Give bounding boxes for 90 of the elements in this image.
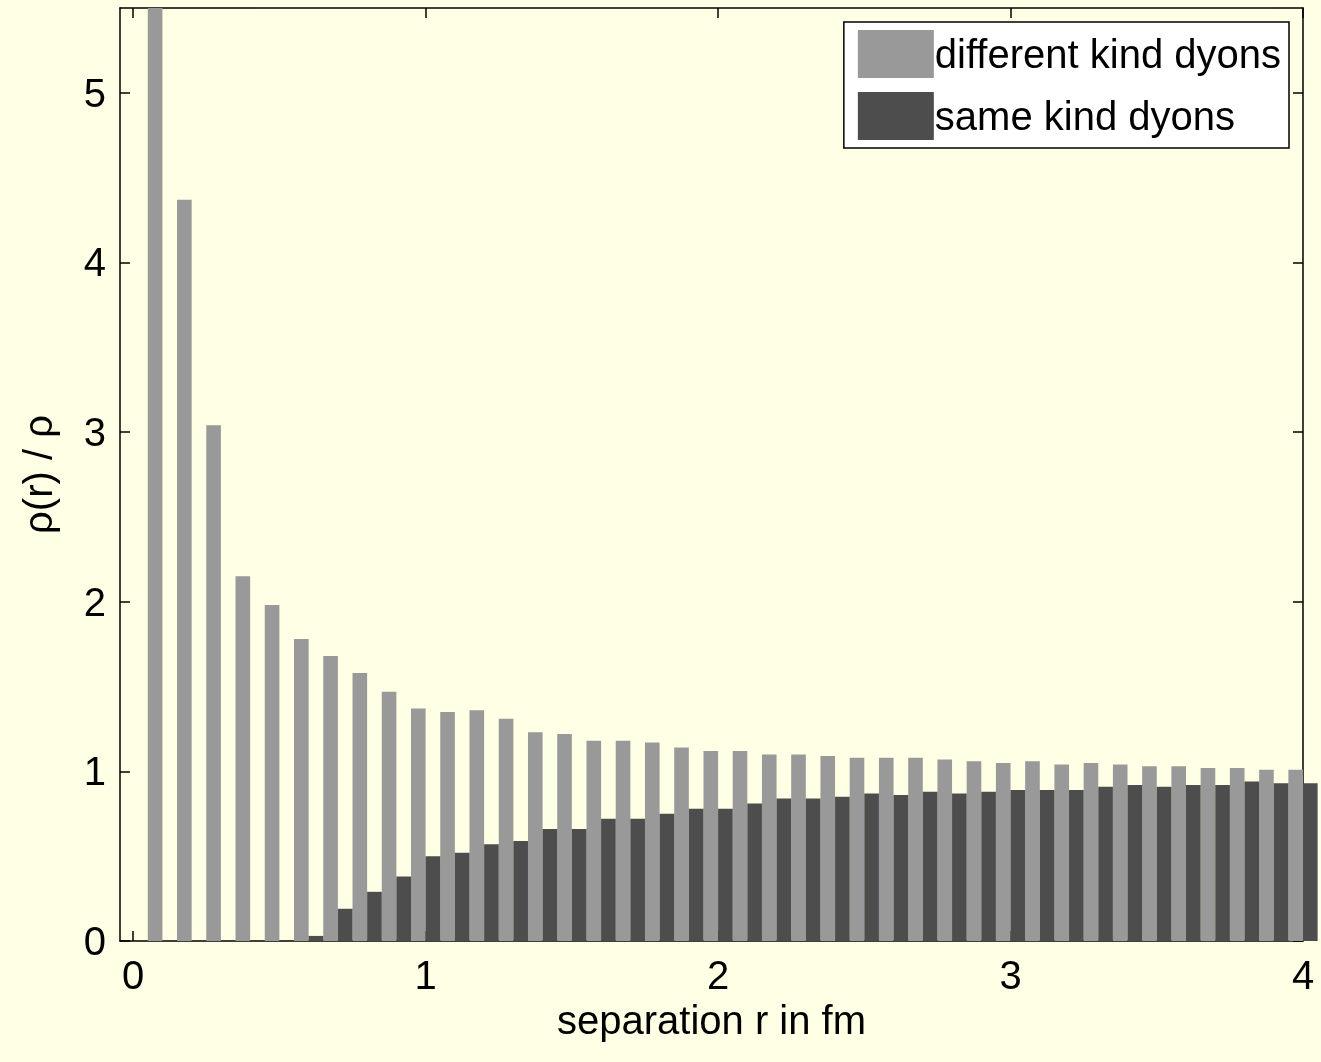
x-tick-label: 0 — [122, 953, 145, 997]
bar — [615, 740, 631, 941]
bar — [1156, 786, 1172, 941]
bar — [791, 754, 806, 941]
bar — [952, 793, 967, 941]
bar — [849, 757, 865, 941]
bar — [981, 791, 996, 941]
bar — [367, 891, 382, 941]
legend-label: same kind dyons — [934, 94, 1235, 138]
bar — [1039, 790, 1055, 941]
bar — [820, 756, 836, 941]
bar — [381, 691, 397, 941]
bar — [396, 876, 411, 941]
bar — [776, 798, 792, 941]
bar — [264, 605, 280, 941]
y-tick-label: 0 — [83, 919, 106, 963]
bar — [1200, 767, 1216, 941]
bar — [644, 742, 660, 941]
bar — [688, 808, 704, 941]
bar — [1142, 766, 1157, 941]
bar — [761, 754, 777, 941]
bar — [323, 656, 338, 941]
bar — [294, 639, 309, 941]
bar — [703, 751, 719, 941]
bar — [1215, 784, 1230, 941]
bar — [835, 796, 850, 941]
bar — [1171, 766, 1187, 941]
bar — [425, 856, 441, 941]
bar — [1010, 790, 1026, 941]
bar — [1054, 764, 1070, 941]
bar — [469, 710, 485, 941]
x-tick-label: 1 — [414, 953, 437, 997]
bar — [966, 761, 982, 941]
bar — [1186, 784, 1201, 941]
y-tick-label: 1 — [83, 749, 106, 794]
bar — [718, 808, 733, 941]
bar — [747, 803, 762, 941]
bar — [1259, 769, 1274, 941]
bar — [513, 840, 528, 941]
x-tick-label: 3 — [999, 953, 1022, 997]
bar — [177, 199, 192, 941]
bar — [454, 852, 470, 941]
bar — [498, 718, 514, 941]
bar — [1025, 761, 1040, 941]
bar — [1069, 790, 1084, 941]
bar — [659, 813, 675, 941]
bar — [995, 762, 1011, 941]
bar — [732, 751, 748, 941]
bar — [1273, 783, 1289, 941]
bar — [630, 818, 645, 941]
bar — [352, 672, 368, 941]
bar — [1303, 783, 1318, 941]
bar — [586, 740, 602, 941]
bar — [864, 793, 879, 941]
bar — [674, 747, 689, 941]
y-tick-label: 2 — [83, 579, 106, 624]
bar — [557, 734, 572, 941]
bar — [440, 711, 455, 941]
y-axis-title: ρ(r) / ρ — [16, 415, 60, 534]
bar — [206, 425, 221, 941]
bar — [1127, 784, 1143, 941]
bar — [411, 708, 426, 941]
x-axis-title: separation r in fm — [556, 997, 867, 1042]
bar — [308, 935, 324, 941]
bar — [1229, 767, 1245, 941]
bar — [527, 732, 543, 941]
bar — [937, 759, 953, 941]
x-tick-label: 2 — [706, 953, 730, 997]
x-tick-label: 4 — [1291, 953, 1315, 997]
bar — [878, 757, 894, 941]
bar — [571, 829, 587, 941]
bar — [337, 908, 353, 941]
bar — [1244, 781, 1260, 941]
y-tick-label: 4 — [83, 240, 106, 285]
y-tick-label: 5 — [83, 70, 106, 115]
bar — [908, 757, 923, 941]
bar — [1098, 786, 1113, 941]
bar — [1288, 769, 1303, 941]
legend-label: different kind dyons — [934, 32, 1281, 76]
bar — [147, 8, 163, 941]
bar — [805, 798, 821, 941]
y-tick-label: 3 — [83, 410, 106, 455]
bar — [601, 818, 616, 941]
bar — [1083, 762, 1099, 941]
bar — [922, 791, 938, 941]
bar — [893, 795, 909, 941]
bar — [1112, 764, 1128, 941]
bar — [542, 829, 558, 941]
bar — [484, 844, 499, 941]
bar — [235, 576, 251, 941]
